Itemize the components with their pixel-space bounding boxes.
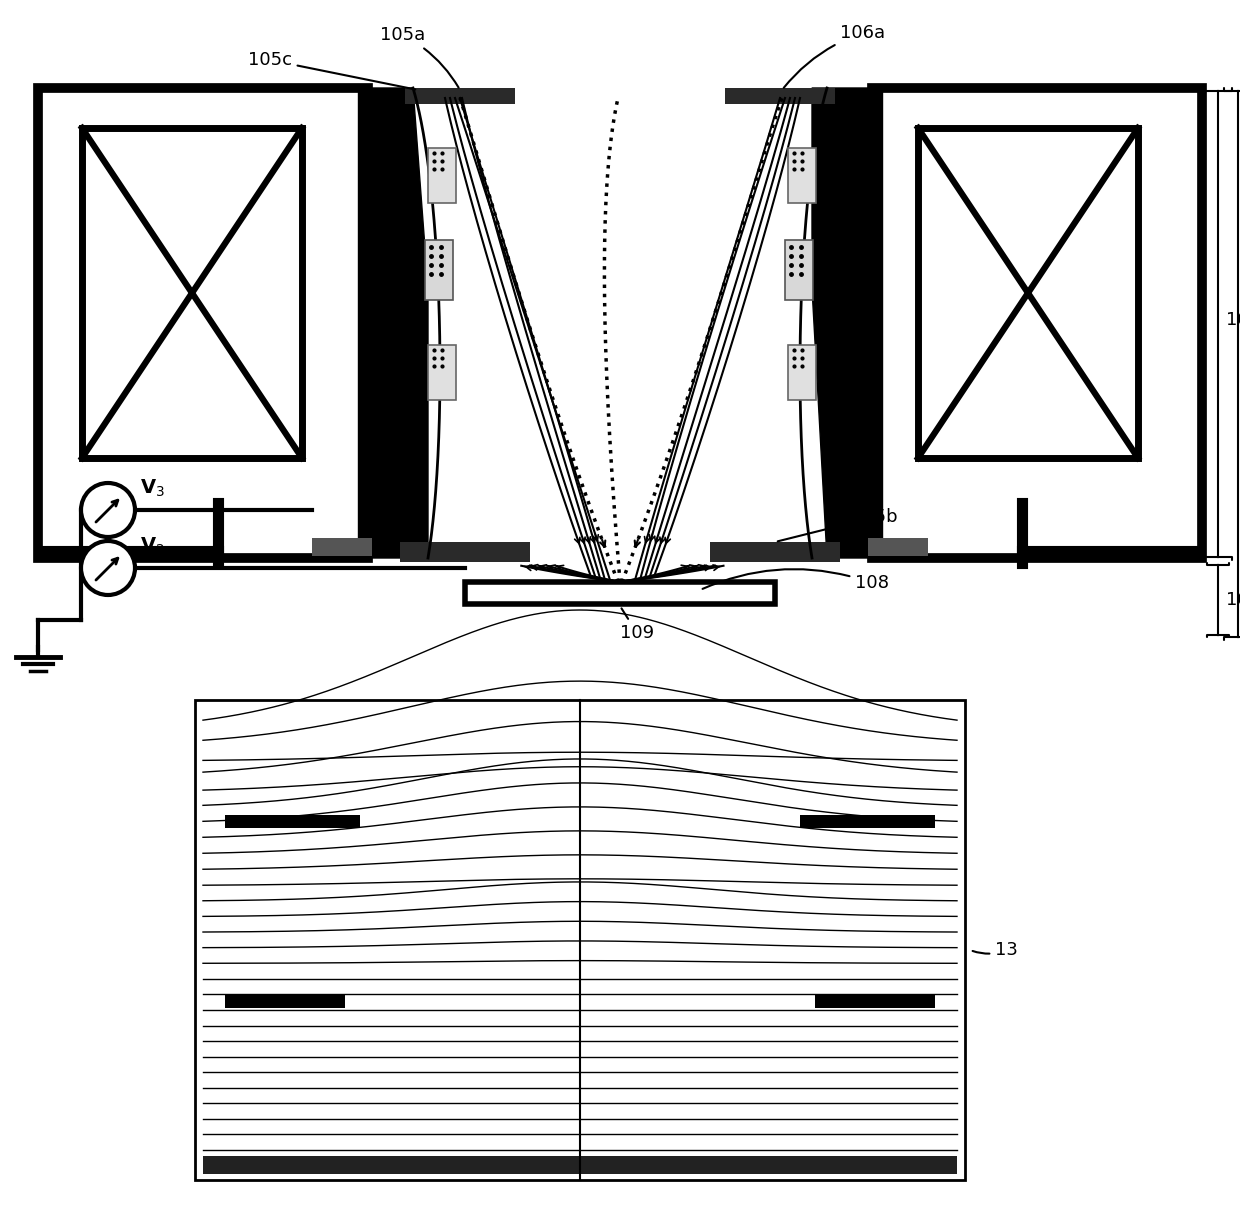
Bar	[82, 128, 303, 458]
Circle shape	[81, 483, 135, 537]
Polygon shape	[812, 88, 870, 558]
Bar	[425, 240, 453, 300]
Bar	[815, 996, 935, 1008]
Bar	[224, 815, 360, 828]
Bar	[787, 345, 816, 400]
Circle shape	[81, 540, 135, 595]
Bar	[428, 148, 456, 203]
Polygon shape	[870, 88, 882, 558]
Bar	[711, 542, 839, 562]
Bar	[800, 815, 935, 828]
Text: 106b: 106b	[362, 381, 428, 409]
Bar	[872, 88, 1202, 558]
Bar	[725, 88, 835, 104]
Bar	[787, 148, 816, 203]
Text: V$_2$: V$_2$	[140, 536, 165, 556]
Bar	[195, 700, 965, 1180]
Bar	[868, 538, 928, 556]
Text: 105a: 105a	[379, 26, 459, 88]
Bar	[203, 1157, 957, 1174]
Polygon shape	[358, 88, 370, 558]
Bar	[785, 240, 813, 300]
Bar	[224, 996, 345, 1008]
Text: 105b: 105b	[777, 508, 898, 542]
Bar	[312, 538, 372, 556]
Text: 107: 107	[1226, 311, 1240, 329]
Bar	[428, 345, 456, 400]
Text: 109: 109	[620, 609, 655, 642]
Bar	[405, 88, 515, 104]
Text: 10: 10	[1226, 590, 1240, 609]
Text: 13: 13	[972, 941, 1018, 959]
Text: V$_3$: V$_3$	[140, 477, 165, 499]
Text: 108: 108	[703, 569, 889, 592]
Polygon shape	[370, 88, 428, 558]
Bar	[465, 582, 775, 604]
Bar	[401, 542, 529, 562]
Bar	[38, 88, 368, 558]
Bar	[918, 128, 1138, 458]
Text: 105c: 105c	[248, 51, 415, 89]
Text: 106a: 106a	[784, 24, 885, 88]
